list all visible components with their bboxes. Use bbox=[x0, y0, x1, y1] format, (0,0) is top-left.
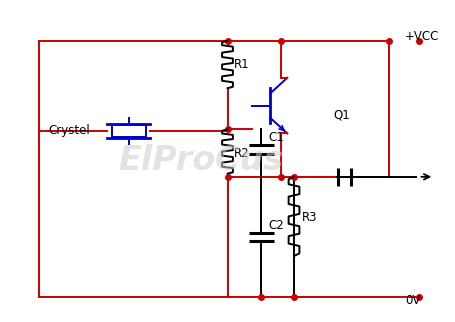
Text: C1: C1 bbox=[269, 131, 284, 144]
Bar bbox=[111, 125, 146, 137]
Text: C2: C2 bbox=[269, 219, 284, 232]
Text: Crystel: Crystel bbox=[49, 124, 91, 137]
Text: ElProCus: ElProCus bbox=[118, 145, 283, 177]
Text: Q1: Q1 bbox=[333, 109, 350, 122]
Text: R2: R2 bbox=[234, 147, 250, 160]
Text: 0V: 0V bbox=[405, 294, 420, 308]
Text: +VCC: +VCC bbox=[405, 30, 440, 43]
Text: R3: R3 bbox=[302, 212, 317, 224]
Text: R1: R1 bbox=[234, 58, 250, 71]
